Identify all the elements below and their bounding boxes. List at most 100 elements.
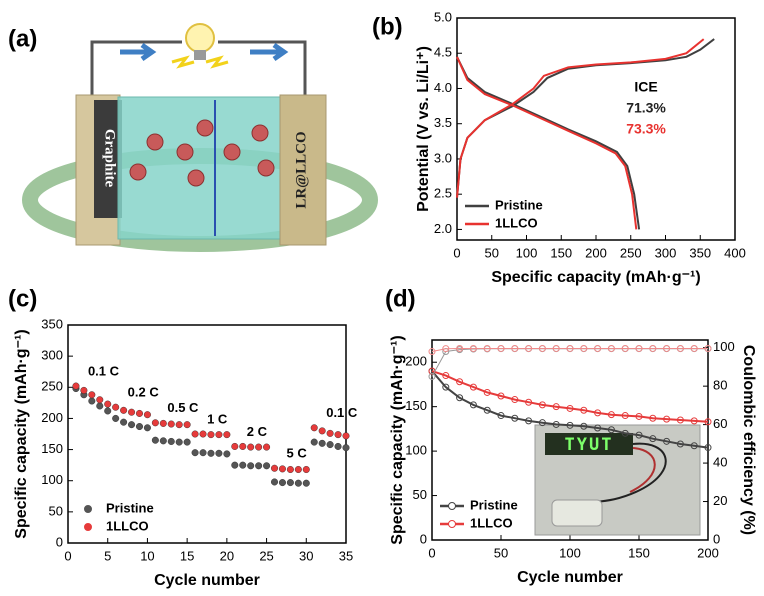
- bulb-base: [194, 50, 206, 60]
- x-tick-label: 150: [628, 545, 650, 560]
- y-tick-label: 4.0: [434, 80, 452, 95]
- legend-marker: [85, 524, 92, 531]
- y-tick-label: 5.0: [434, 9, 452, 24]
- y-axis-label: Potential (V vs. Li/Li⁺): [415, 46, 432, 212]
- ion: [258, 160, 274, 176]
- y2-tick-label: 0: [713, 531, 720, 546]
- point: [216, 450, 223, 457]
- point: [295, 480, 302, 487]
- x-tick-label: 350: [689, 245, 711, 260]
- point: [343, 444, 350, 451]
- cathode-label: LR@LLCO: [293, 131, 309, 208]
- x-tick-label: 400: [724, 245, 746, 260]
- x-tick-label: 300: [655, 245, 677, 260]
- rate-label: 5 C: [287, 446, 308, 461]
- point: [303, 480, 310, 487]
- y-axis-label: Specific capacity (mAh·g⁻¹): [13, 329, 30, 538]
- legend-label: Pristine: [495, 197, 543, 212]
- x-tick-label: 100: [559, 545, 581, 560]
- point: [279, 466, 286, 473]
- x-axis-label: Cycle number: [517, 569, 623, 586]
- point: [160, 420, 167, 427]
- point: [224, 451, 231, 458]
- x-tick-label: 250: [620, 245, 642, 260]
- point: [295, 466, 302, 473]
- x-tick-label: 50: [485, 245, 499, 260]
- point: [335, 431, 342, 438]
- ion: [130, 164, 146, 180]
- point: [136, 410, 143, 417]
- point: [232, 443, 239, 450]
- panel-label: (a): [8, 25, 37, 52]
- point: [327, 441, 334, 448]
- x-tick-label: 50: [494, 545, 508, 560]
- legend-marker: [85, 506, 92, 513]
- point: [255, 462, 262, 469]
- point: [319, 440, 326, 447]
- x-tick-label: 10: [140, 548, 154, 563]
- point: [160, 438, 167, 445]
- point: [303, 466, 310, 473]
- point: [239, 462, 246, 469]
- point: [168, 421, 175, 428]
- legend-label: Pristine: [470, 497, 518, 512]
- point: [96, 396, 103, 403]
- point: [152, 419, 159, 426]
- point: [311, 439, 318, 446]
- y-tick-label: 200: [405, 354, 427, 369]
- y-tick-label: 200: [41, 410, 63, 425]
- point: [311, 424, 318, 431]
- point: [89, 391, 96, 398]
- point: [128, 421, 135, 428]
- y-tick-label: 250: [41, 379, 63, 394]
- x-tick-label: 200: [585, 245, 607, 260]
- y-tick-label: 3.0: [434, 150, 452, 165]
- point: [255, 444, 262, 451]
- point: [279, 479, 286, 486]
- rate-label: 2 C: [247, 424, 268, 439]
- legend-label: Pristine: [106, 500, 154, 515]
- y-tick-label: 4.5: [434, 45, 452, 60]
- x-tick-label: 100: [516, 245, 538, 260]
- x-tick-label: 0: [453, 245, 460, 260]
- point: [287, 466, 294, 473]
- point: [208, 450, 215, 457]
- rate-label: 0.5 C: [167, 400, 199, 415]
- y-tick-label: 300: [41, 348, 63, 363]
- rate-label: 1 C: [207, 411, 228, 426]
- point: [144, 411, 151, 418]
- rate-label: 0.2 C: [128, 385, 160, 400]
- ion: [188, 170, 204, 186]
- y2-axis-label: Coulombic efficiency (%): [740, 345, 757, 535]
- point: [343, 433, 350, 440]
- ion: [224, 144, 240, 160]
- point: [216, 431, 223, 438]
- x-tick-label: 30: [299, 548, 313, 563]
- point: [271, 465, 278, 472]
- x-tick-label: 5: [104, 548, 111, 563]
- point: [144, 424, 151, 431]
- ion: [252, 125, 268, 141]
- y-tick-label: 0: [420, 531, 427, 546]
- point: [176, 439, 183, 446]
- point: [136, 423, 143, 430]
- y2-tick-label: 80: [713, 378, 727, 393]
- point: [247, 444, 254, 451]
- point: [263, 462, 270, 469]
- point: [232, 462, 239, 469]
- y-tick-label: 2.5: [434, 186, 452, 201]
- x-tick-label: 15: [180, 548, 194, 563]
- legend-label: 1LLCO: [495, 215, 538, 230]
- point: [184, 421, 191, 428]
- y2-tick-label: 60: [713, 416, 727, 431]
- point: [319, 428, 326, 435]
- y-tick-label: 50: [413, 487, 427, 502]
- x-tick-label: 20: [220, 548, 234, 563]
- legend-marker: [449, 503, 456, 510]
- panel-label: (d): [385, 285, 416, 312]
- x-tick-label: 35: [339, 548, 353, 563]
- y2-tick-label: 40: [713, 455, 727, 470]
- point: [128, 409, 135, 416]
- panel-label: (c): [8, 285, 37, 312]
- y2-tick-label: 100: [713, 339, 735, 354]
